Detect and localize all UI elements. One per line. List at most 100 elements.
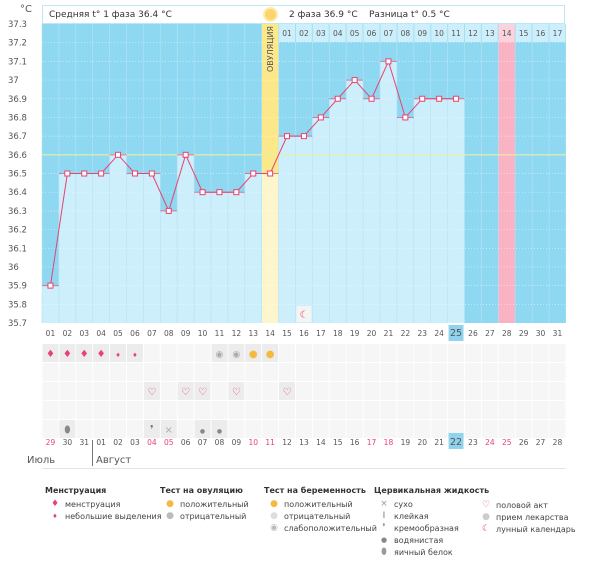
legend-item: клейкая: [394, 511, 429, 521]
egg-white-icon: ⬮: [64, 425, 70, 436]
watery-icon: ●: [200, 428, 205, 435]
y-tick-label: 36.5: [8, 170, 27, 180]
y-tick-label: 35.9: [8, 282, 27, 292]
cycle-day-label: 15: [282, 329, 292, 338]
symbol-cell-filled: [143, 420, 160, 438]
symbol-cell: [329, 344, 346, 362]
y-tick-label: 35.8: [8, 300, 27, 310]
symbol-cell: [194, 344, 211, 362]
temperature-point: [64, 170, 71, 177]
symbol-cell: [481, 420, 498, 438]
symbol-cell: [431, 344, 448, 362]
symbol-cell: [110, 401, 126, 419]
calendar-date: 30: [63, 438, 73, 447]
symbol-cell: [194, 363, 211, 381]
cycle-day-label: 18: [333, 329, 343, 338]
symbol-cell: [397, 344, 414, 362]
ov-positive-icon: ●: [249, 349, 258, 360]
symbol-cell-filled: [110, 344, 126, 362]
heart-icon: ♡: [198, 387, 207, 398]
temperature-bar: [430, 98, 448, 323]
symbol-cell: [414, 363, 431, 381]
phase2-day-label: 04: [333, 29, 343, 38]
calendar-date: 27: [536, 438, 546, 447]
phase2-day-cell: [346, 24, 363, 42]
symbol-cell: [127, 382, 143, 400]
phase2-average: 2 фаза 36.9 °C: [289, 10, 358, 20]
cycle-day-label: 11: [215, 329, 225, 338]
symbol-cell: [431, 420, 448, 438]
symbol-cell: [76, 382, 93, 400]
symbol-cell: [42, 420, 59, 438]
symbol-cell: [414, 382, 431, 400]
symbol-cell: [397, 363, 414, 381]
calendar-date: 14: [316, 438, 326, 447]
temperature-chart: 37.3 37.2 37.1 37 36.9 36.8 36.7 36.6 36.5 36.4 36…: [8, 20, 566, 449]
calendar-date: 26: [519, 438, 529, 447]
symbol-cell: [515, 382, 532, 400]
calendar-date: 08: [215, 438, 225, 447]
moon-icon: ☾: [481, 524, 491, 534]
y-tick-label: 36: [8, 263, 19, 273]
symbol-cell: [312, 382, 329, 400]
symbol-cell: [346, 420, 363, 438]
phase2-day-cell: [448, 24, 464, 42]
preg-negative-icon: ●: [270, 511, 278, 521]
symbol-cell: [245, 401, 262, 419]
y-tick-label: 37.2: [8, 39, 27, 49]
temperature-point: [317, 114, 324, 121]
legend-item: положительный: [284, 499, 353, 509]
y-tick-label: 36.9: [8, 95, 27, 105]
legend-item: сухо: [394, 499, 413, 509]
menstruation-icon: ♦: [80, 349, 89, 360]
symbol-cell: [549, 401, 566, 419]
phase2-day-cell: [431, 24, 448, 42]
symbol-cell-filled: [59, 420, 76, 438]
y-tick-label: 36.1: [8, 244, 27, 254]
cycle-day-label: 27: [485, 329, 495, 338]
calendar-date: 01: [96, 438, 106, 447]
symbol-cell: [465, 363, 481, 381]
symbol-cell-filled: [262, 344, 279, 362]
temperature-bar: [58, 173, 76, 323]
symbol-cell: [296, 401, 312, 419]
calendar-date: 03: [130, 438, 140, 447]
ov-negative-icon: ●: [166, 511, 174, 521]
symbol-cell: [177, 363, 194, 381]
calendar-date: 31: [79, 438, 89, 447]
temperature-bar: [346, 80, 364, 323]
moon-cell: [296, 306, 312, 322]
symbol-cell: [363, 401, 380, 419]
cycle-day-label: 13: [248, 329, 258, 338]
symbol-cell: [329, 363, 346, 381]
menstruation-icon: ♦: [63, 349, 72, 360]
cycle-day-label: 17: [316, 329, 326, 338]
creamy-icon: ❜: [382, 523, 386, 533]
cycle-day-label: 05: [113, 329, 123, 338]
symbol-cell: [363, 344, 380, 362]
y-tick-label: 37.1: [8, 57, 27, 67]
symbol-cell: [42, 401, 59, 419]
symbol-cell: [177, 401, 194, 419]
phase2-day-label: 03: [316, 29, 326, 38]
calendar-date: 15: [333, 438, 343, 447]
symbol-cell: [448, 363, 464, 381]
symbol-cell: [296, 420, 312, 438]
legend-other: ♡ половой акт ● прием лекарства ☾ лунный ка…: [476, 499, 576, 535]
egg-white-icon: ⬮: [381, 547, 387, 557]
symbol-cell: [515, 401, 532, 419]
calendar-date: 19: [401, 438, 411, 447]
calendar-date: 12: [282, 438, 292, 447]
watery-icon: ●: [380, 536, 388, 544]
symbol-cell: [110, 363, 126, 381]
today-date-highlight: [448, 433, 464, 449]
phase2-day-label: 07: [384, 29, 394, 38]
symbol-cell: [414, 344, 431, 362]
spotting-icon: ♦: [115, 352, 120, 359]
ov-positive-icon: ●: [166, 499, 174, 509]
symbol-cell: [228, 420, 245, 438]
temperature-bar: [329, 98, 347, 323]
creamy-icon: ❜: [150, 423, 154, 436]
cycle-day-label: 20: [367, 329, 377, 338]
symbol-cell: [76, 420, 93, 438]
